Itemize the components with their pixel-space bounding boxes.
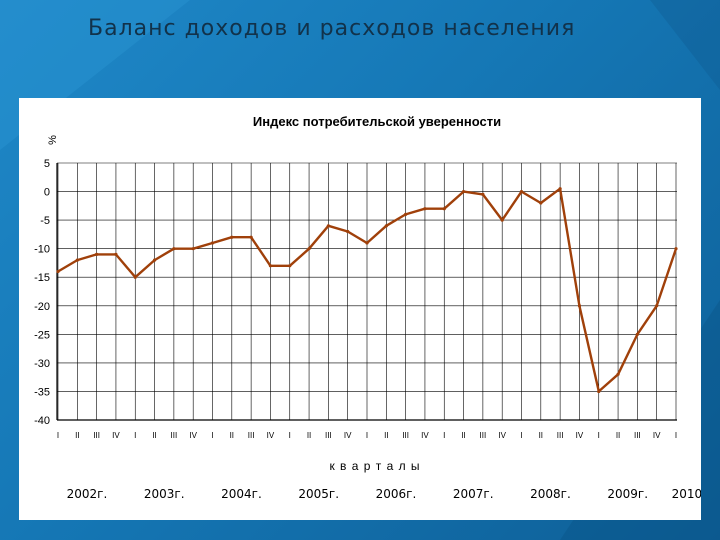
data-point xyxy=(423,207,427,211)
data-point xyxy=(288,264,292,268)
data-point xyxy=(75,258,79,262)
data-point xyxy=(326,224,330,228)
data-point xyxy=(519,189,524,194)
x-tick-label: III xyxy=(480,431,487,440)
data-point xyxy=(442,207,446,211)
data-point xyxy=(616,372,620,376)
year-labels: 2002г. 2003г. 2004г. 2005г. 2006г. 2007г. 2008… xyxy=(67,487,701,501)
y-tick-label: -35 xyxy=(34,386,50,398)
x-tick-label: III xyxy=(248,431,255,440)
x-tick-label: IV xyxy=(653,431,661,440)
chart-title: Индекс потребительской уверенности xyxy=(253,114,501,129)
x-tick-label: IV xyxy=(112,431,120,440)
x-tick-label: III xyxy=(93,431,100,440)
data-point xyxy=(461,189,466,194)
data-point xyxy=(404,212,408,216)
x-tick-label: I xyxy=(366,431,368,440)
data-point xyxy=(539,201,543,205)
series-layer xyxy=(56,187,678,394)
year-label: 2003г. xyxy=(144,487,185,501)
y-tick-label: -40 xyxy=(34,415,50,427)
x-tick-label: III xyxy=(402,431,409,440)
y-tick-label: 5 xyxy=(44,158,50,170)
year-label: 2006г. xyxy=(376,487,417,501)
data-point xyxy=(674,247,678,251)
x-tick-label: IV xyxy=(189,431,197,440)
y-axis-unit: % xyxy=(47,135,59,145)
data-point xyxy=(56,269,60,274)
x-axis-label: к в а р т а л ы xyxy=(329,459,420,473)
data-point xyxy=(346,229,350,234)
year-label: 2005г. xyxy=(298,487,339,501)
data-point xyxy=(365,241,369,245)
x-tick-label: II xyxy=(75,431,79,440)
x-tick-label: I xyxy=(134,431,136,440)
year-label: 2002г. xyxy=(67,487,108,501)
data-point xyxy=(481,192,485,197)
x-tick-label: II xyxy=(152,431,156,440)
data-point xyxy=(191,247,195,251)
x-tick-labels: I II III IV I II III IV I II III IV I II III IV I II III IV… xyxy=(57,431,677,440)
data-point xyxy=(230,235,234,239)
data-point xyxy=(635,332,639,336)
x-tick-label: I xyxy=(211,431,213,440)
chart-grid xyxy=(56,162,677,421)
x-tick-label: I xyxy=(675,431,677,440)
data-point xyxy=(655,304,659,308)
x-tick-label: II xyxy=(539,431,543,440)
y-tick-label: -15 xyxy=(34,272,50,284)
data-point xyxy=(597,389,601,394)
slide-title: Баланс доходов и расходов населения xyxy=(88,16,576,41)
x-tick-label: III xyxy=(171,431,178,440)
x-tick-label: IV xyxy=(421,431,429,440)
x-tick-label: II xyxy=(461,431,465,440)
x-tick-label: I xyxy=(598,431,600,440)
y-tick-label: -25 xyxy=(34,329,50,341)
data-point xyxy=(114,252,118,256)
x-tick-label: IV xyxy=(498,431,506,440)
y-tick-label: -20 xyxy=(34,301,50,313)
y-tick-labels: 5 0 -5 -10 -15 -20 -25 -30 -35 -40 xyxy=(34,158,50,427)
x-tick-label: II xyxy=(616,431,620,440)
x-tick-label: I xyxy=(289,431,291,440)
chart-panel: Индекс потребительской уверенности % 5 0 -… xyxy=(19,98,701,520)
y-tick-label: -10 xyxy=(34,244,50,256)
y-tick-label: 0 xyxy=(44,187,50,199)
year-label: 2008г. xyxy=(530,487,571,501)
x-tick-label: II xyxy=(384,431,388,440)
x-tick-label: IV xyxy=(576,431,584,440)
x-tick-label: III xyxy=(634,431,641,440)
year-label: 2010г. xyxy=(672,487,701,501)
x-tick-label: IV xyxy=(267,431,275,440)
data-point xyxy=(384,224,388,228)
data-point xyxy=(558,187,562,191)
x-tick-label: III xyxy=(557,431,564,440)
data-point xyxy=(210,241,215,245)
data-point xyxy=(152,258,157,262)
x-tick-label: IV xyxy=(344,431,352,440)
x-tick-label: I xyxy=(57,431,59,440)
x-tick-label: I xyxy=(443,431,445,440)
year-label: 2004г. xyxy=(221,487,262,501)
data-point xyxy=(500,218,504,222)
data-point xyxy=(95,252,99,256)
data-point xyxy=(172,247,176,251)
data-point xyxy=(249,235,253,239)
x-tick-label: III xyxy=(325,431,332,440)
x-tick-label: II xyxy=(230,431,234,440)
data-point xyxy=(268,264,273,268)
x-tick-label: I xyxy=(520,431,522,440)
y-tick-label: -30 xyxy=(34,358,50,370)
data-point xyxy=(307,247,311,251)
x-tick-label: II xyxy=(307,431,311,440)
data-point xyxy=(577,304,582,308)
year-label: 2009г. xyxy=(607,487,648,501)
year-label: 2007г. xyxy=(453,487,494,501)
y-tick-label: -5 xyxy=(40,215,50,227)
line-chart: Индекс потребительской уверенности % 5 0 -… xyxy=(34,114,701,501)
data-point xyxy=(133,275,137,279)
